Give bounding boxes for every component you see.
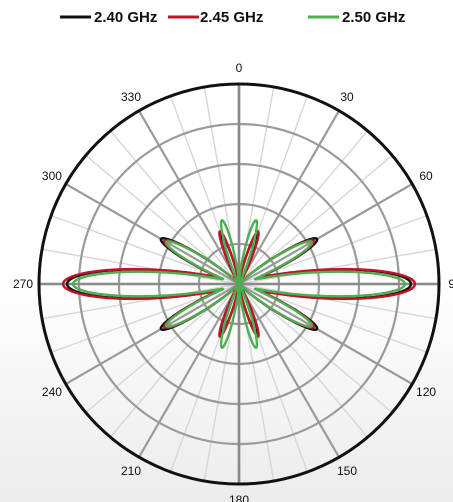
legend-label: 2.45 GHz	[200, 9, 263, 26]
legend-label: 2.50 GHz	[342, 9, 405, 26]
major-spoke	[138, 283, 240, 458]
minor-spoke	[238, 283, 369, 438]
angle-tick-label: 30	[340, 90, 354, 104]
angle-tick-label: 300	[42, 169, 62, 183]
angle-tick-label: 90	[448, 277, 453, 291]
minor-spoke	[41, 283, 240, 320]
minor-spoke	[238, 248, 437, 285]
major-spoke	[238, 283, 340, 458]
angle-tick-label: 270	[13, 277, 33, 291]
series-line	[71, 219, 407, 349]
angle-tick-label: 120	[416, 385, 436, 399]
minor-spoke	[109, 283, 240, 438]
angle-tick-label: 210	[121, 464, 141, 478]
angle-tick-label: 60	[419, 169, 433, 183]
angle-tick-label: 150	[337, 464, 357, 478]
major-spoke	[138, 110, 240, 285]
angle-tick-label: 240	[42, 385, 62, 399]
major-spoke	[238, 283, 413, 385]
angle-tick-label: 0	[236, 61, 243, 75]
major-spoke	[238, 110, 340, 285]
major-spoke	[65, 283, 240, 385]
minor-spoke	[238, 283, 437, 320]
major-spoke	[65, 183, 240, 285]
major-spoke	[238, 183, 413, 285]
legend: 2.40 GHz 2.45 GHz 2.50 GHz	[60, 9, 405, 26]
angle-tick-label: 330	[121, 90, 141, 104]
angle-tick-labels: 0 30 60 90 120 150 180 210 240 270 300 330	[13, 61, 453, 502]
legend-label: 2.40 GHz	[94, 9, 157, 26]
minor-spoke	[238, 130, 369, 285]
minor-spoke	[41, 248, 240, 285]
outer-ring	[37, 82, 441, 486]
series-group	[61, 219, 417, 349]
angle-tick-label: 180	[229, 493, 249, 502]
minor-spoke	[109, 130, 240, 285]
